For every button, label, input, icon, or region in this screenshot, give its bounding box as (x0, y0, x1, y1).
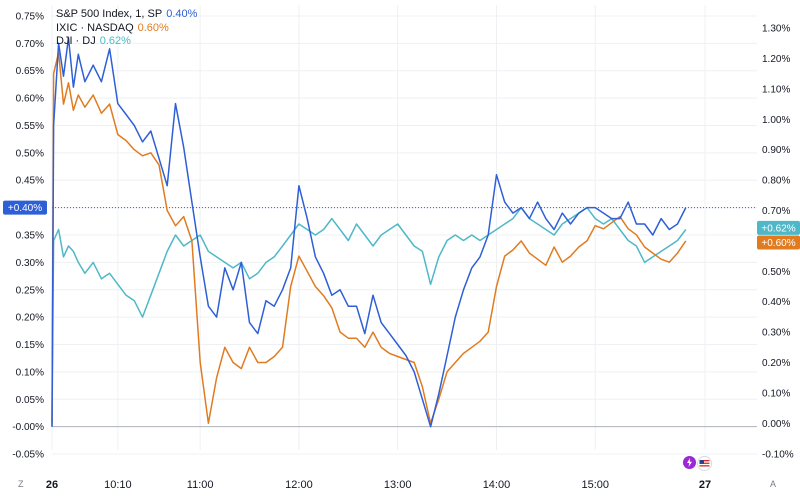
right-tick-label: 1.10% (762, 84, 790, 95)
left-tick-label: -0.00% (12, 422, 44, 433)
left-tick-label: 0.55% (16, 121, 44, 132)
spx-current-label: +0.40% (8, 203, 42, 214)
left-tick-label: 0.50% (16, 148, 44, 159)
auto-scale-button[interactable]: A (770, 479, 777, 489)
legend-value-ixic: 0.60% (137, 21, 169, 34)
right-tick-label: 0.70% (762, 206, 790, 217)
x-tick-label: 14:00 (483, 479, 511, 491)
x-tick-label: 27 (699, 479, 711, 491)
ixic-current-label: +0.60% (761, 238, 795, 249)
right-tick-label: 1.30% (762, 24, 790, 35)
legend-value-spx: 0.40% (166, 8, 198, 20)
right-tick-label: 0.90% (762, 145, 790, 156)
right-tick-label: 0.40% (762, 297, 790, 308)
dji-current-label-bg (757, 220, 800, 235)
x-tick-label: 15:00 (581, 479, 609, 491)
legend-label-ixic: IXIC · NASDAQ (56, 21, 134, 34)
right-tick-label: 0.80% (762, 176, 790, 187)
right-tick-label: 1.00% (762, 115, 790, 126)
lightning-icon[interactable] (683, 456, 696, 469)
spx-current-label-bg (3, 200, 47, 215)
legend-label-dji: DJI · DJ (56, 35, 96, 47)
left-tick-label: 0.10% (16, 367, 44, 378)
left-tick-label: 0.20% (16, 313, 44, 324)
right-tick-label: 0.00% (762, 419, 790, 430)
x-tick-label: 12:00 (285, 479, 313, 491)
right-tick-label: 0.20% (762, 358, 790, 369)
right-tick-label: 0.10% (762, 388, 790, 399)
timezone-button[interactable]: Z (18, 479, 24, 489)
x-tick-label: 13:00 (384, 479, 412, 491)
legend-item-spx[interactable]: S&P 500 Index, 1, SP 0.40% (56, 8, 197, 22)
ixic-line (51, 51, 687, 425)
legend-label-spx: S&P 500 Index, 1, SP (56, 8, 163, 20)
right-tick-label: 1.20% (762, 54, 790, 65)
left-tick-label: 0.70% (16, 39, 44, 50)
left-tick-label: 0.30% (16, 258, 44, 269)
legend: S&P 500 Index, 1, SP 0.40% IXIC · NASDAQ 0… (56, 8, 197, 49)
left-tick-label: 0.15% (16, 340, 44, 351)
left-tick-label: 0.45% (16, 176, 44, 187)
legend-item-dji[interactable]: DJI · DJ 0.62% (56, 35, 197, 49)
left-tick-label: 0.35% (16, 231, 44, 242)
legend-value-dji: 0.62% (99, 35, 131, 47)
right-tick-label: -0.10% (762, 449, 794, 460)
right-tick-label: 0.50% (762, 267, 790, 278)
left-tick-label: 0.05% (16, 395, 44, 406)
x-tick-label: 26 (46, 479, 58, 491)
left-tick-label: 0.75% (16, 11, 44, 22)
x-tick-label: 10:10 (104, 479, 132, 491)
left-tick-label: 0.25% (16, 285, 44, 296)
dji-current-label: +0.62% (761, 223, 795, 234)
left-tick-label: 0.65% (16, 66, 44, 77)
dji-line (51, 206, 687, 427)
left-tick-label: 0.60% (16, 94, 44, 105)
spx-line (51, 37, 687, 428)
left-tick-label: -0.05% (12, 450, 44, 461)
us-flag-icon[interactable] (697, 456, 712, 471)
legend-item-ixic[interactable]: IXIC · NASDAQ 0.60% (56, 22, 197, 36)
right-tick-label: 0.30% (762, 328, 790, 339)
ixic-current-label-bg (757, 235, 800, 250)
x-tick-label: 11:00 (187, 479, 214, 491)
